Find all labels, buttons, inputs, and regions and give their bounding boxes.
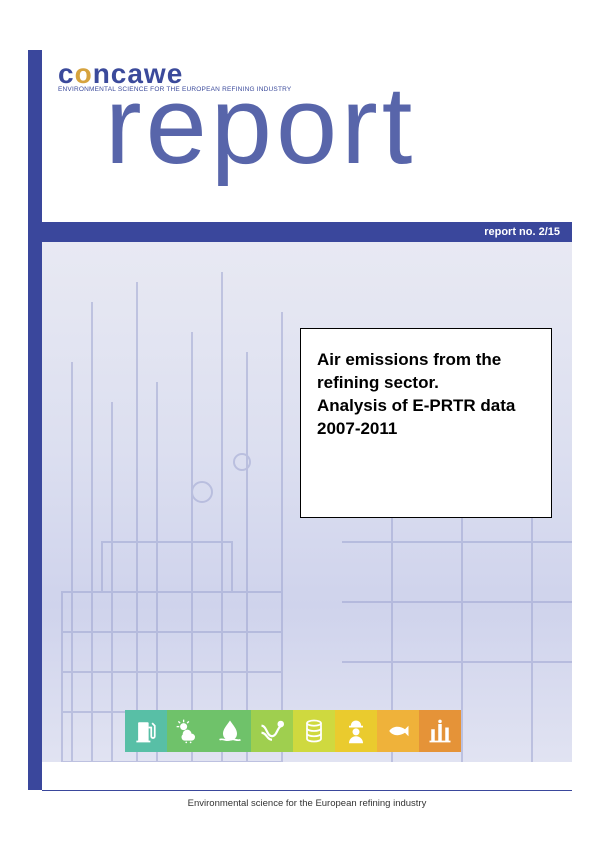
barrel-icon bbox=[293, 710, 335, 752]
report-title-box: Air emissions from the refining sector.A… bbox=[300, 328, 552, 518]
brand-letter: c bbox=[58, 58, 75, 89]
report-title: Air emissions from the refining sector.A… bbox=[317, 349, 535, 441]
refinery-icon bbox=[419, 710, 461, 752]
water-drop-icon bbox=[209, 710, 251, 752]
big-title-word: report bbox=[105, 62, 416, 189]
pipeline-icon bbox=[251, 710, 293, 752]
topic-icon-row bbox=[125, 710, 461, 752]
report-cover-page: concawe ENVIRONMENTAL SCIENCE FOR THE EU… bbox=[0, 0, 604, 855]
weather-icon bbox=[167, 710, 209, 752]
report-number: report no. 2/15 bbox=[484, 226, 560, 238]
footer-divider bbox=[42, 790, 572, 791]
footer-text: Environmental science for the European r… bbox=[42, 798, 572, 809]
worker-icon bbox=[335, 710, 377, 752]
left-accent-bar bbox=[28, 50, 42, 790]
fuel-pump-icon bbox=[125, 710, 167, 752]
report-number-strip: report no. 2/15 bbox=[42, 222, 572, 242]
fish-icon bbox=[377, 710, 419, 752]
brand-letter-accent: o bbox=[75, 58, 93, 89]
